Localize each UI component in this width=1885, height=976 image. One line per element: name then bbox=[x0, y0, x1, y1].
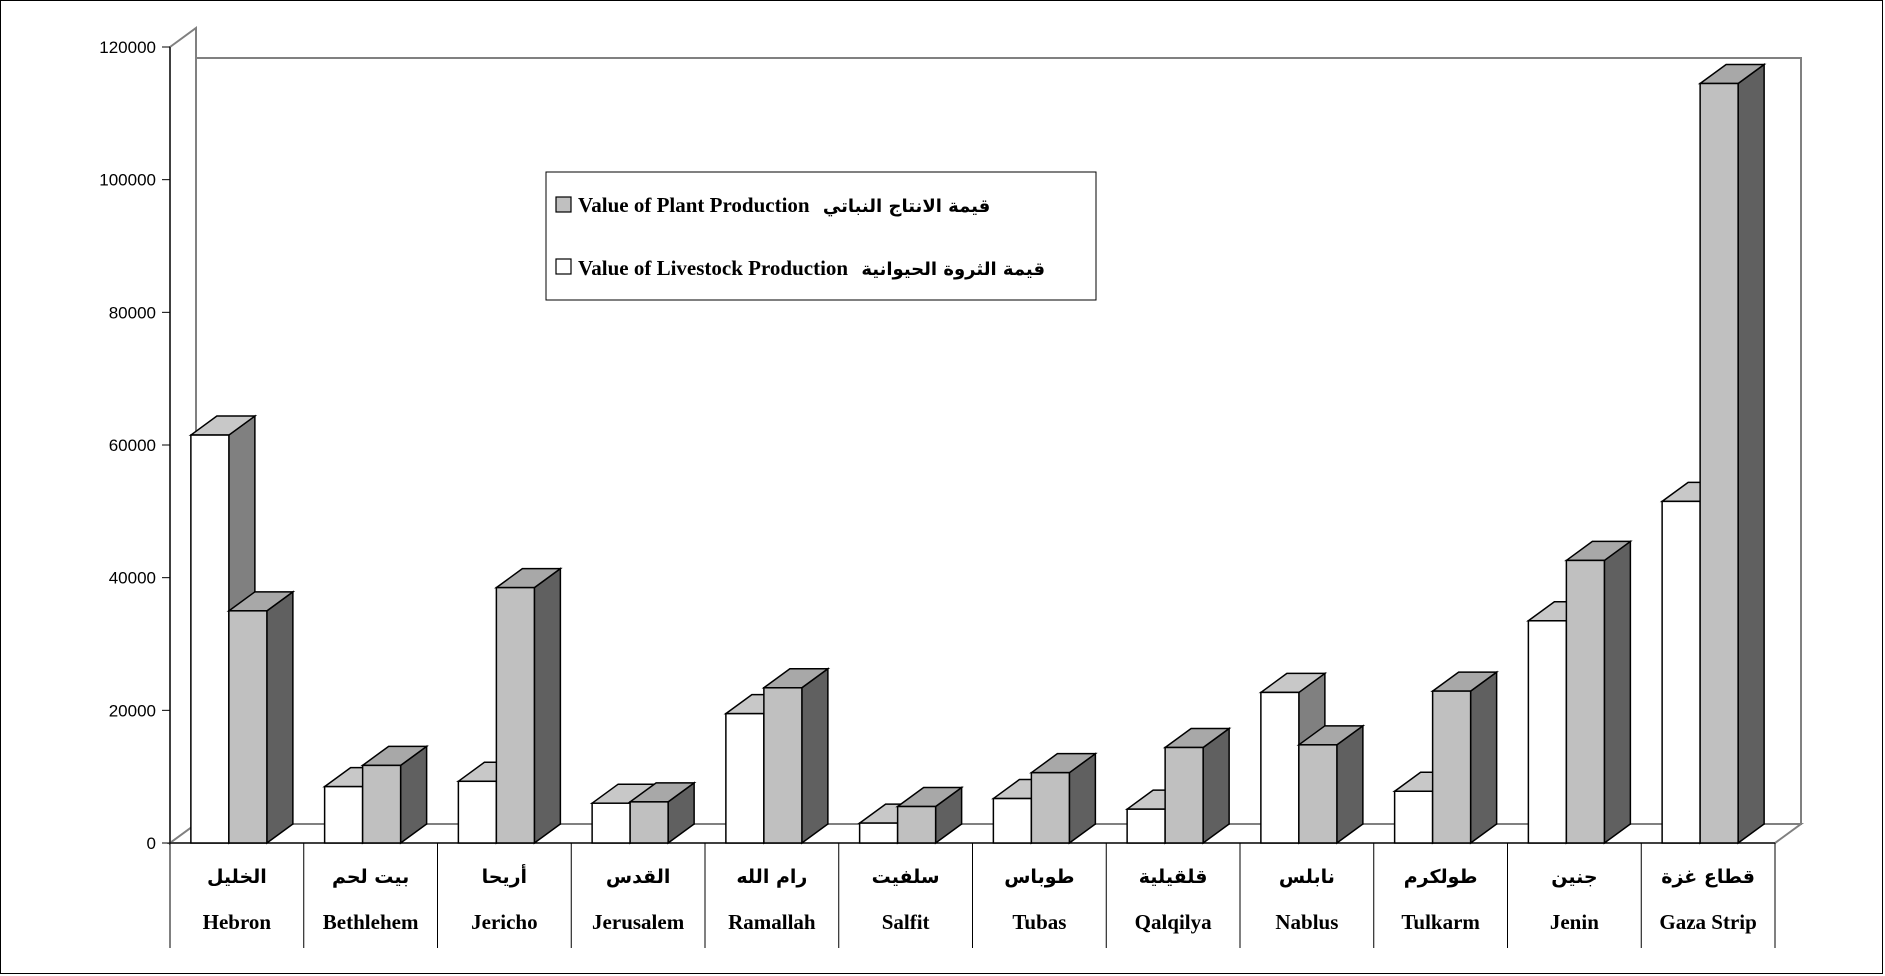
x-tick-label-ar: القدس bbox=[606, 866, 671, 888]
bar-front bbox=[1030, 771, 1071, 844]
bar-front bbox=[725, 712, 765, 844]
legend-label-plant-en: Value of Plant Production bbox=[578, 193, 810, 217]
legend-label-plant: Value of Plant Production قيمة الانتاج ا… bbox=[578, 193, 990, 217]
bar-front bbox=[1565, 559, 1606, 844]
x-tick-label-en: Jerusalem bbox=[592, 910, 685, 934]
bar-jenin-plant bbox=[1564, 539, 1633, 845]
x-tick-label-ar: نابلس bbox=[1279, 866, 1335, 888]
x-tick-label-en: Jericho bbox=[471, 910, 537, 934]
bar-front bbox=[1164, 746, 1204, 844]
bar-front bbox=[1298, 744, 1338, 844]
bars bbox=[188, 63, 1767, 845]
legend-label-livestock: Value of Livestock Production قيمة الثرو… bbox=[578, 256, 1045, 280]
x-tick-label-en: Gaza Strip bbox=[1659, 910, 1756, 934]
bar-front bbox=[457, 780, 498, 844]
bar-front bbox=[992, 797, 1033, 844]
bar-front bbox=[1431, 690, 1472, 844]
x-tick-label-ar: جنين bbox=[1551, 866, 1597, 888]
bar-ramallah-plant bbox=[761, 667, 831, 845]
x-tick-label-ar: قلقيلية bbox=[1139, 866, 1208, 888]
x-tick-label-ar: قطاع غزة bbox=[1661, 866, 1755, 888]
bar-front bbox=[323, 785, 364, 844]
bar-front bbox=[763, 687, 803, 844]
bar-front bbox=[858, 822, 899, 844]
bar-front bbox=[361, 764, 402, 844]
x-tick-label-en: Tulkarm bbox=[1401, 910, 1480, 934]
bar-front bbox=[591, 802, 631, 844]
x-tick-label-ar: طولكرم bbox=[1404, 866, 1478, 888]
bar-front bbox=[190, 434, 230, 844]
x-tick-label-en: Nablus bbox=[1275, 910, 1338, 934]
bar-side bbox=[1202, 727, 1230, 845]
y-tick-label: 60000 bbox=[109, 436, 156, 455]
x-tick-label-en: Bethlehem bbox=[323, 910, 419, 934]
x-tick-label-en: Ramallah bbox=[728, 910, 816, 934]
legend-label-livestock-ar: قيمة الثروة الحيوانية bbox=[861, 259, 1045, 280]
bar-nablus-plant bbox=[1296, 724, 1366, 845]
bar-side bbox=[533, 567, 562, 845]
x-tick-label-ar: رام الله bbox=[736, 866, 807, 888]
y-tick-label: 20000 bbox=[109, 701, 156, 720]
legend-swatch-plant bbox=[555, 196, 572, 213]
bar-qalqilya-plant bbox=[1162, 727, 1232, 845]
bar-side bbox=[1603, 539, 1632, 845]
bar-side bbox=[801, 667, 829, 845]
legend-label-plant-ar: قيمة الانتاج النباتي bbox=[823, 196, 990, 217]
legend-label-livestock-en: Value of Livestock Production bbox=[578, 256, 848, 280]
bar-bethlehem-plant bbox=[360, 744, 429, 845]
x-tick-label-ar: طوباس bbox=[1004, 866, 1074, 888]
y-tick-label: 40000 bbox=[109, 569, 156, 588]
x-tick-label-en: Qalqilya bbox=[1135, 910, 1213, 934]
x-tick-label-en: Hebron bbox=[203, 910, 272, 934]
bar-tulkarm-plant bbox=[1430, 670, 1499, 845]
bar-tubas-plant bbox=[1029, 752, 1098, 845]
bar-jericho-plant bbox=[494, 567, 563, 845]
bar-side bbox=[266, 590, 294, 845]
x-axis: الخليل Hebron بيت لحم Bethlehem أريحا Jericho… bbox=[169, 842, 1776, 948]
bar-front bbox=[1260, 691, 1300, 844]
x-tick-label-en: Tubas bbox=[1012, 910, 1066, 934]
bar-jerusalem-plant bbox=[627, 781, 697, 845]
bar-front bbox=[1393, 790, 1434, 844]
bar-front bbox=[1699, 82, 1739, 844]
y-tick-label: 100000 bbox=[99, 171, 156, 190]
x-tick-label-ar: الخليل bbox=[207, 866, 267, 888]
bar-hebron-plant bbox=[226, 590, 296, 845]
y-tick-label: 80000 bbox=[109, 303, 156, 322]
bar-side bbox=[1737, 63, 1765, 845]
bar-front bbox=[629, 801, 669, 844]
y-tick-label: 0 bbox=[147, 834, 156, 853]
bar-front bbox=[896, 805, 937, 844]
x-tick-label-en: Salfit bbox=[882, 910, 930, 934]
y-tick-label: 120000 bbox=[99, 38, 156, 57]
x-tick-label-ar: أريحا bbox=[482, 864, 527, 888]
legend: Value of Plant Production قيمة الانتاج ا… bbox=[545, 171, 1097, 301]
bar-front bbox=[1527, 620, 1568, 844]
bar-front bbox=[1661, 500, 1701, 844]
bar-front bbox=[228, 610, 268, 844]
bar-side bbox=[1469, 670, 1498, 845]
bar-gaza-strip-plant bbox=[1697, 63, 1767, 845]
y-axis: 0 20000 40000 60000 80000 100000 120000 bbox=[99, 38, 171, 853]
legend-box bbox=[545, 171, 1097, 301]
bar-side bbox=[1336, 724, 1364, 845]
legend-swatch-livestock bbox=[555, 258, 572, 275]
x-tick-label-en: Jenin bbox=[1550, 910, 1599, 934]
x-tick-label-ar: بيت لحم bbox=[332, 866, 409, 888]
bar-front bbox=[495, 586, 536, 844]
x-tick-label-ar: سلفيت bbox=[872, 866, 940, 888]
bar-front bbox=[1126, 808, 1166, 844]
